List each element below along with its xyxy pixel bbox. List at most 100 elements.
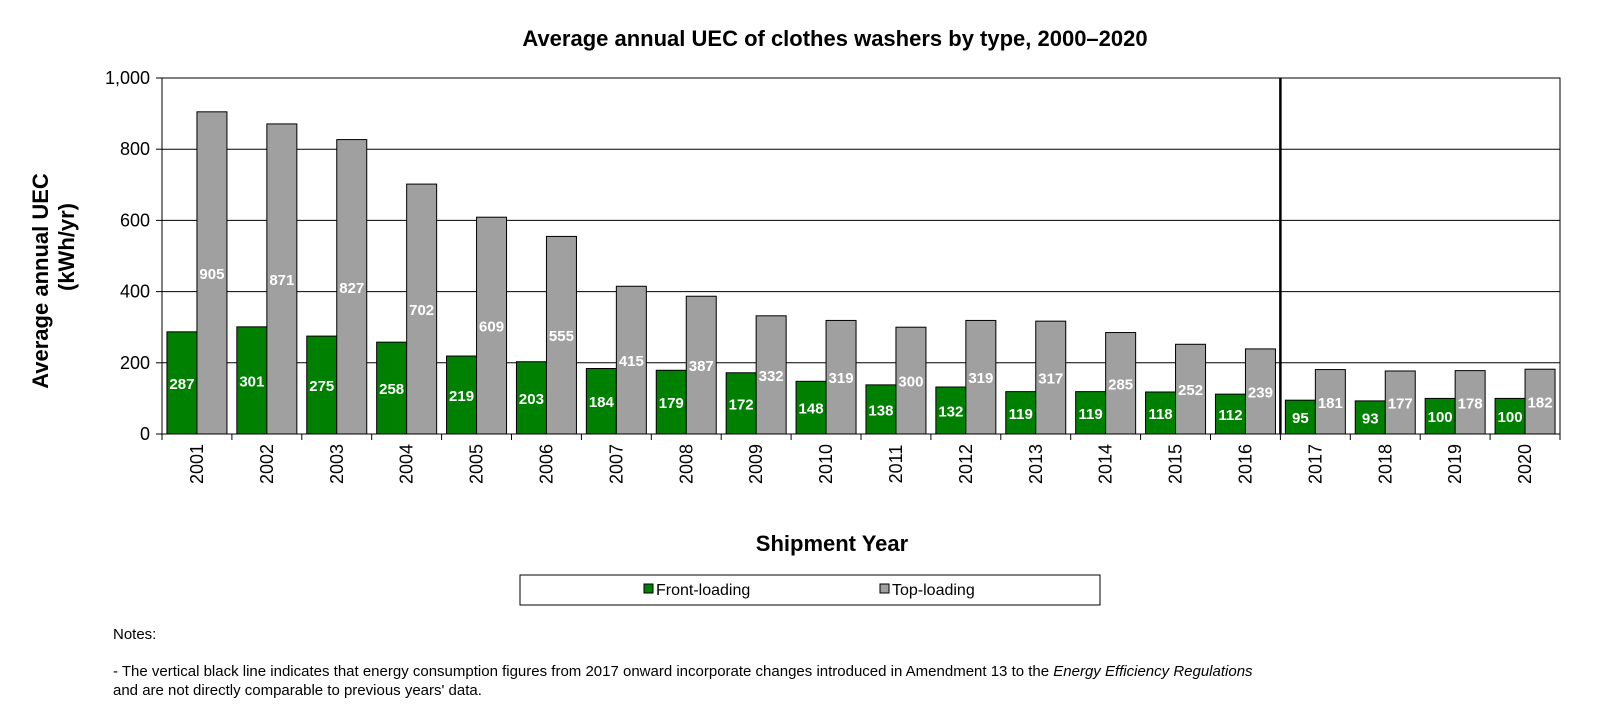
x-tick-label-2006: 2006	[536, 444, 556, 484]
data-label-top-loading-2016: 239	[1248, 384, 1273, 401]
data-label-top-loading-2005: 609	[479, 319, 504, 336]
x-tick-label-2012: 2012	[956, 444, 976, 484]
data-label-front-loading-2003: 275	[309, 378, 334, 395]
data-label-top-loading-2010: 319	[829, 370, 854, 387]
y-axis-title-line-1: Average annual UEC	[28, 173, 53, 389]
y-tick-label: 400	[120, 282, 150, 302]
x-axis-title: Shipment Year	[756, 531, 909, 556]
bar-front-loading-2002	[236, 326, 268, 435]
bar-top-loading-2015	[1175, 343, 1207, 435]
data-label-top-loading-2009: 332	[759, 368, 784, 385]
data-label-top-loading-2014: 285	[1108, 376, 1133, 393]
x-tick-label-2009: 2009	[746, 444, 766, 484]
legend-swatch-front-loading	[643, 583, 654, 594]
bars: 287 905 301 871 275 827 258 702 219 609 203 555 184 4…	[166, 111, 1556, 435]
plot-area	[162, 78, 1560, 434]
note-italic-text: Energy Efficiency Regulations	[1053, 663, 1253, 680]
bar-top-loading-2005	[476, 216, 508, 435]
bar-front-loading-2014	[1075, 391, 1107, 435]
y-tick-label: 0	[140, 424, 150, 444]
legend-box	[519, 574, 1101, 606]
bar-front-loading-2017	[1284, 399, 1316, 435]
bar-front-loading-2019	[1424, 397, 1456, 435]
bar-front-loading-2001	[166, 331, 198, 435]
legend-label-top-loading: Top-loading	[892, 582, 975, 599]
data-label-top-loading-2002: 871	[269, 272, 294, 289]
data-label-front-loading-2005: 219	[449, 388, 474, 405]
x-tick-label-2014: 2014	[1096, 444, 1116, 484]
bar-top-loading-2020	[1524, 368, 1556, 435]
x-tick-label-2003: 2003	[327, 444, 347, 484]
y-axis-title-line-2: (kWh/yr)	[54, 203, 79, 291]
data-label-front-loading-2011: 138	[868, 402, 893, 419]
x-tick-label-2018: 2018	[1375, 444, 1395, 484]
legend-label-front-loading: Front-loading	[656, 582, 750, 599]
bar-top-loading-2004	[406, 183, 438, 435]
data-label-top-loading-2001: 905	[199, 266, 224, 283]
x-tick-label-2005: 2005	[467, 444, 487, 484]
data-label-top-loading-2015: 252	[1178, 382, 1203, 399]
data-label-front-loading-2012: 132	[938, 404, 963, 421]
bar-top-loading-2019	[1454, 370, 1486, 435]
data-label-top-loading-2003: 827	[339, 280, 364, 297]
bar-top-loading-2009	[755, 315, 787, 435]
notes: Notes: - The vertical black line indicat…	[113, 625, 1273, 700]
bar-top-loading-2012	[965, 319, 997, 435]
data-label-front-loading-2009: 172	[729, 396, 754, 413]
data-label-top-loading-2008: 387	[689, 358, 714, 375]
x-tick-label-2013: 2013	[1026, 444, 1046, 484]
note-item: - The vertical black line indicates that…	[113, 662, 1273, 700]
x-axis-ticks: 2001 2002 2003 2004 2005 2006 2007 2008 2009 2010…	[161, 434, 1561, 484]
x-tick-label-2020: 2020	[1515, 444, 1535, 484]
note-text: - The vertical black line indicates that…	[113, 663, 1054, 680]
bar-top-loading-2001	[196, 111, 228, 435]
data-label-top-loading-2019: 178	[1458, 395, 1483, 412]
bar-top-loading-2002	[266, 123, 298, 435]
data-label-front-loading-2015: 118	[1148, 406, 1172, 423]
data-label-front-loading-2017: 95	[1292, 410, 1309, 427]
bar-top-loading-2006	[545, 235, 577, 435]
bar-front-loading-2008	[655, 369, 687, 435]
bar-top-loading-2007	[615, 285, 647, 435]
bar-front-loading-2009	[725, 372, 757, 435]
data-label-front-loading-2008: 179	[659, 395, 684, 412]
x-tick-label-2002: 2002	[257, 444, 277, 484]
bar-top-loading-2018	[1384, 370, 1416, 435]
x-tick-label-2001: 2001	[187, 444, 207, 484]
data-label-front-loading-2014: 119	[1079, 406, 1103, 423]
y-axis-title: Average annual UEC (kWh/yr)	[28, 173, 79, 389]
data-label-front-loading-2020: 100	[1498, 409, 1523, 426]
y-tick-label: 800	[120, 139, 150, 159]
data-label-front-loading-2013: 119	[1009, 406, 1033, 423]
y-axis-ticks: 0 200 400 600 800 1,000	[105, 68, 162, 444]
data-label-front-loading-2016: 112	[1218, 407, 1242, 424]
legend: Front-loading Top-loading	[519, 574, 1101, 606]
note-text-end: and are not directly comparable to previ…	[113, 682, 482, 699]
y-tick-label: 200	[120, 353, 150, 373]
bar-top-loading-2014	[1105, 332, 1137, 435]
bar-top-loading-2011	[895, 326, 927, 435]
x-tick-label-2010: 2010	[816, 444, 836, 484]
bar-top-loading-2016	[1244, 348, 1276, 435]
legend-swatch-top-loading	[879, 583, 890, 594]
bar-front-loading-2018	[1354, 400, 1386, 435]
bar-front-loading-2020	[1494, 397, 1526, 435]
data-label-top-loading-2006: 555	[549, 328, 574, 345]
data-label-front-loading-2006: 203	[519, 391, 544, 408]
data-label-front-loading-2019: 100	[1428, 409, 1453, 426]
y-tick-label: 600	[120, 210, 150, 230]
x-tick-label-2015: 2015	[1166, 444, 1186, 484]
notes-heading: Notes:	[113, 626, 157, 643]
y-tick-label: 1,000	[105, 68, 150, 88]
data-label-front-loading-2002: 301	[239, 373, 264, 390]
gridlines	[162, 77, 1560, 434]
x-tick-label-2011: 2011	[886, 445, 906, 484]
data-label-front-loading-2018: 93	[1362, 410, 1379, 427]
x-tick-label-2019: 2019	[1445, 444, 1465, 484]
data-label-front-loading-2004: 258	[379, 381, 404, 398]
bar-front-loading-2003	[306, 335, 338, 435]
x-tick-label-2004: 2004	[397, 444, 417, 484]
data-label-top-loading-2007: 415	[619, 353, 644, 370]
x-tick-label-2007: 2007	[606, 444, 626, 484]
